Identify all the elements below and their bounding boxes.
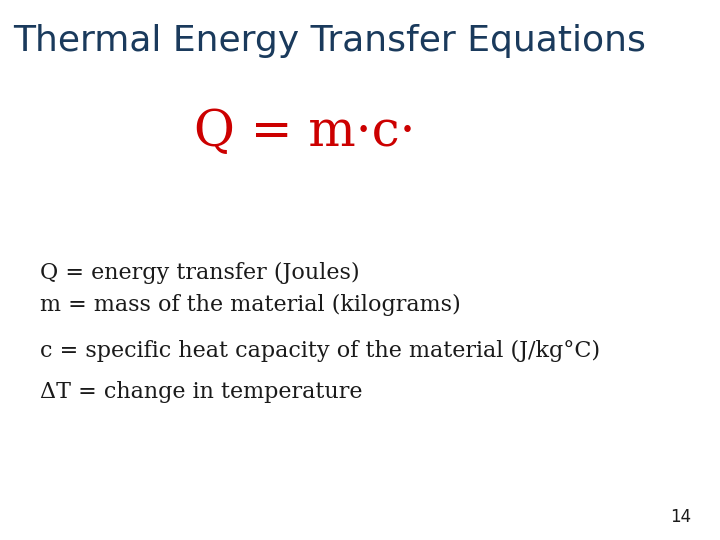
Text: Thermal Energy Transfer Equations: Thermal Energy Transfer Equations	[13, 24, 646, 58]
Text: m = mass of the material (kilograms): m = mass of the material (kilograms)	[40, 294, 460, 316]
Text: 14: 14	[670, 509, 691, 526]
Text: c = specific heat capacity of the material (J/kg°C): c = specific heat capacity of the materi…	[40, 340, 600, 362]
Text: ΔT = change in temperature: ΔT = change in temperature	[40, 381, 362, 403]
Text: Q = energy transfer (Joules): Q = energy transfer (Joules)	[40, 262, 359, 284]
Text: Q = m·c·: Q = m·c·	[194, 108, 416, 158]
